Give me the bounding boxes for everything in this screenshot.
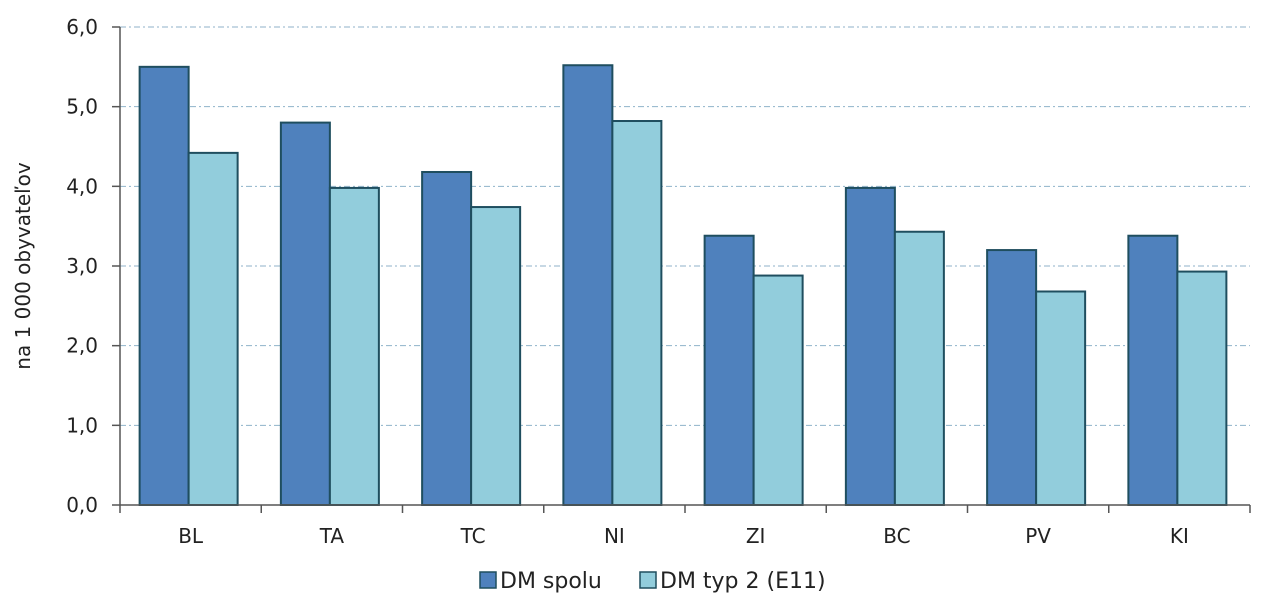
x-tick-label: NI bbox=[604, 524, 625, 548]
bar-dm-typ2 bbox=[328, 186, 380, 506]
y-tick-label: 4,0 bbox=[66, 174, 98, 198]
y-tick-label: 5,0 bbox=[66, 95, 98, 119]
legend-swatch bbox=[639, 571, 657, 589]
bar-dm-spolu bbox=[1127, 234, 1179, 507]
bar-dm-typ2 bbox=[611, 120, 663, 507]
x-tick-label: BC bbox=[883, 524, 910, 548]
y-tick-label: 2,0 bbox=[66, 334, 98, 358]
y-tick-label: 0,0 bbox=[66, 493, 98, 517]
bar-dm-spolu bbox=[562, 64, 614, 507]
x-tick-label: BL bbox=[178, 524, 204, 548]
bar-dm-spolu bbox=[421, 170, 473, 506]
bar-dm-typ2 bbox=[893, 230, 945, 506]
bar-dm-spolu bbox=[279, 121, 331, 506]
legend: DM spolu DM typ 2 (E11) bbox=[479, 569, 826, 594]
bar-dm-typ2 bbox=[187, 151, 239, 507]
legend-label: DM spolu bbox=[500, 569, 602, 594]
bar-dm-typ2 bbox=[752, 274, 804, 506]
x-tick-label: TA bbox=[319, 524, 345, 548]
tick-labels: 0,0 1,0 2,0 3,0 4,0 5,0 6,0 BL TA TC NI ZI BC PV KI bbox=[66, 15, 1189, 548]
x-tick-label: PV bbox=[1025, 524, 1051, 548]
bars bbox=[138, 64, 1228, 507]
axes bbox=[112, 26, 1251, 513]
legend-swatch bbox=[479, 571, 497, 589]
y-tick-label: 3,0 bbox=[66, 254, 98, 278]
bar-dm-spolu bbox=[844, 186, 896, 506]
bar-dm-typ2 bbox=[1035, 290, 1087, 507]
x-tick-label: ZI bbox=[746, 524, 766, 548]
y-axis-label: na 1 000 obyvateľov bbox=[11, 162, 35, 370]
y-tick-label: 1,0 bbox=[66, 413, 98, 437]
legend-dm-spolu: DM spolu bbox=[479, 569, 602, 594]
x-tick-label: KI bbox=[1170, 524, 1189, 548]
y-tick-label: 6,0 bbox=[66, 15, 98, 39]
bar-dm-typ2 bbox=[470, 206, 522, 506]
x-tick-label: TC bbox=[460, 524, 486, 548]
legend-dm-typ2: DM typ 2 (E11) bbox=[639, 569, 826, 594]
bar-dm-spolu bbox=[138, 65, 190, 506]
bar-dm-spolu bbox=[703, 234, 755, 507]
bar-dm-typ2 bbox=[1176, 270, 1228, 506]
legend-label: DM typ 2 (E11) bbox=[660, 569, 826, 594]
bar-dm-spolu bbox=[986, 249, 1038, 506]
